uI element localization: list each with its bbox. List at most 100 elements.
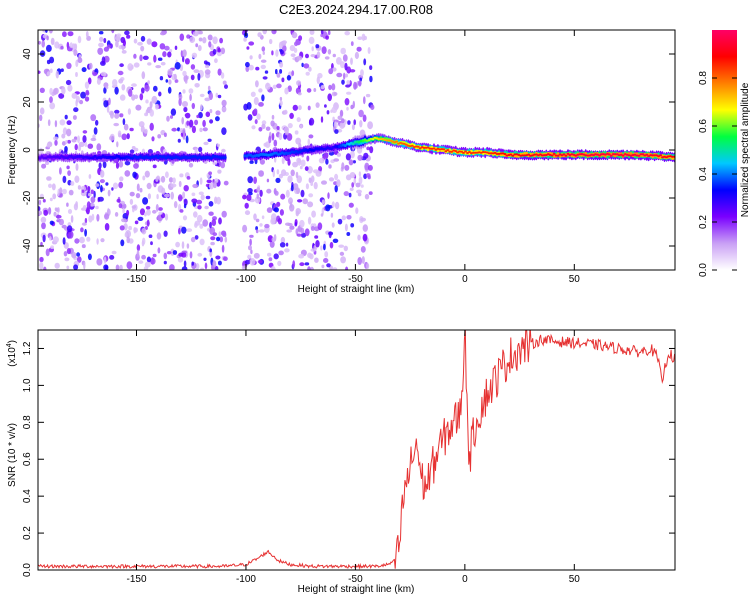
heatmap-cell: [41, 40, 45, 48]
heatmap-cell: [81, 189, 85, 193]
heatmap-cell: [217, 68, 222, 76]
heatmap-cell: [328, 68, 334, 75]
heatmap-cell: [193, 69, 200, 73]
heatmap-cell: [59, 167, 62, 175]
heatmap-cell: [333, 92, 338, 96]
heatmap-cell: [133, 227, 137, 234]
heatmap-cell: [129, 156, 133, 160]
heatmap-cell: [105, 85, 109, 90]
heatmap-cell: [66, 165, 70, 170]
heatmap-cell: [403, 142, 406, 145]
heatmap-cell: [40, 216, 47, 223]
heatmap-cell: [298, 105, 302, 111]
heatmap-cell: [147, 62, 152, 66]
heatmap-cell: [313, 181, 318, 190]
colorbar-gradient: [712, 30, 737, 270]
heatmap-cell: [307, 252, 312, 259]
heatmap-cell: [73, 107, 79, 113]
heatmap-cell: [292, 104, 298, 111]
heatmap-cell: [371, 138, 375, 141]
heatmap-cell: [216, 51, 222, 57]
heatmap-cell: [77, 135, 80, 143]
heatmap-cell: [119, 113, 124, 118]
heatmap-cell: [77, 185, 81, 190]
heatmap-cell: [114, 86, 119, 95]
heatmap-cell: [200, 267, 205, 270]
heatmap-cell: [163, 193, 170, 198]
heatmap-cell: [363, 58, 367, 66]
heatmap-cell: [221, 106, 227, 112]
heatmap-cell: [157, 134, 162, 139]
heatmap-cell: [316, 76, 320, 84]
heatmap-cell: [182, 101, 188, 108]
heatmap-cell: [290, 184, 294, 192]
heatmap-cell: [454, 150, 458, 152]
heatmap-cell: [111, 187, 114, 191]
heatmap-cell: [212, 232, 218, 237]
heatmap-cell: [149, 122, 154, 131]
heatmap-cell: [359, 120, 363, 128]
heatmap-cell: [41, 163, 47, 169]
heatmap-cell: [357, 36, 363, 40]
heatmap-cell: [299, 262, 305, 267]
heatmap-cell: [72, 115, 77, 120]
heatmap-cell: [432, 147, 436, 150]
snr-y-axis-label: SNR (10 * v/v): [7, 423, 18, 487]
colorbar: 0.0 0.2 0.4 0.6 0.8 Normalized spectral ampl…: [698, 30, 750, 277]
heatmap-x-tick-label: 50: [569, 274, 581, 285]
heatmap-cell: [218, 217, 222, 225]
heatmap-cell: [121, 50, 127, 54]
heatmap-cell: [334, 145, 337, 148]
heatmap-cell: [333, 158, 340, 162]
heatmap-cell: [276, 72, 281, 78]
heatmap-cell: [81, 244, 86, 249]
heatmap-cell: [97, 196, 104, 202]
heatmap-cell: [93, 190, 96, 199]
heatmap-cell: [87, 186, 91, 192]
heatmap-cell: [337, 218, 343, 225]
heatmap-cell: [358, 109, 364, 118]
snr-x-tick-label: -50: [348, 574, 363, 585]
heatmap-cell: [73, 203, 78, 211]
heatmap-cell: [262, 76, 268, 80]
heatmap-cell: [84, 228, 87, 237]
heatmap-cell: [206, 179, 212, 184]
heatmap-cell: [336, 152, 341, 157]
heatmap-cell: [247, 176, 253, 184]
heatmap-cell: [98, 162, 102, 169]
heatmap-cell: [205, 195, 211, 200]
heatmap-cell: [279, 100, 283, 106]
heatmap-cell: [74, 175, 80, 183]
heatmap-cell: [273, 207, 279, 213]
heatmap-cell: [216, 143, 220, 147]
heatmap-cell: [71, 92, 78, 99]
heatmap-cell: [129, 149, 135, 154]
heatmap-cell: [137, 41, 143, 46]
heatmap-cell: [54, 120, 58, 128]
heatmap-cell: [290, 53, 296, 57]
heatmap-cell: [350, 41, 354, 46]
heatmap-cell: [95, 119, 99, 126]
heatmap-cell: [191, 52, 198, 59]
heatmap-cell: [655, 154, 658, 157]
heatmap-cell: [188, 163, 194, 168]
heatmap-cell: [112, 79, 118, 87]
heatmap-cell: [100, 170, 105, 178]
heatmap-cell: [385, 139, 389, 142]
heatmap-cell: [141, 240, 145, 247]
heatmap-cell: [295, 171, 299, 179]
heatmap-cell: [223, 156, 227, 159]
heatmap-cell: [369, 146, 374, 154]
heatmap-cell: [289, 204, 295, 212]
heatmap-cell: [172, 250, 178, 255]
heatmap-cell: [96, 214, 100, 222]
heatmap-cell: [281, 77, 285, 83]
heatmap-cell: [89, 203, 95, 207]
heatmap-cell: [144, 261, 151, 268]
heatmap-cell: [50, 37, 55, 46]
heatmap-cell: [339, 251, 345, 256]
heatmap-cell: [111, 30, 115, 34]
heatmap-cell: [89, 62, 93, 70]
heatmap-cell: [268, 257, 273, 262]
heatmap-cell: [38, 40, 41, 45]
